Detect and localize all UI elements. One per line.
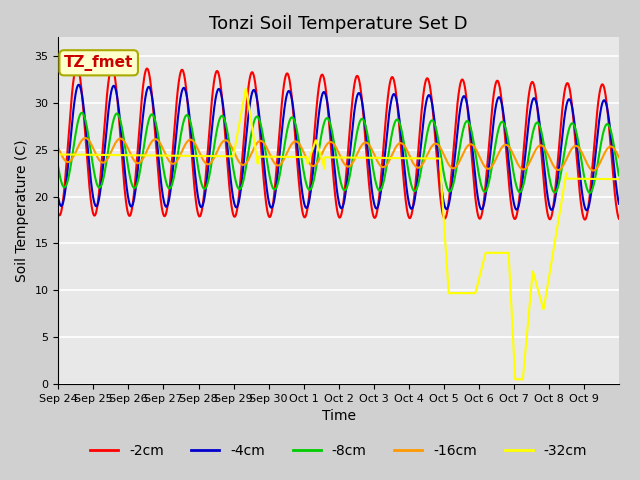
-8cm xyxy=(314,156,321,161)
-2cm xyxy=(324,110,332,116)
-16cm xyxy=(589,168,597,173)
-4cm xyxy=(615,201,623,206)
Title: Tonzi Soil Temperature Set D: Tonzi Soil Temperature Set D xyxy=(209,15,468,33)
-2cm xyxy=(609,163,616,169)
Line: -32cm: -32cm xyxy=(58,89,619,379)
-4cm xyxy=(554,182,561,188)
-32cm xyxy=(554,223,561,228)
X-axis label: Time: Time xyxy=(322,409,356,423)
-32cm xyxy=(609,176,616,182)
Line: -4cm: -4cm xyxy=(58,85,619,210)
-2cm xyxy=(554,166,561,171)
-4cm xyxy=(609,146,616,152)
-8cm xyxy=(78,110,86,116)
-4cm xyxy=(75,82,83,88)
-8cm xyxy=(143,128,150,134)
-32cm xyxy=(242,86,250,92)
-16cm xyxy=(615,155,623,160)
-2cm xyxy=(314,94,321,100)
Line: -16cm: -16cm xyxy=(58,138,619,170)
-4cm xyxy=(471,172,479,178)
Legend: -2cm, -4cm, -8cm, -16cm, -32cm: -2cm, -4cm, -8cm, -16cm, -32cm xyxy=(84,439,593,464)
-32cm xyxy=(314,143,321,148)
-8cm xyxy=(586,190,593,196)
-2cm xyxy=(615,216,623,222)
-8cm xyxy=(615,172,623,178)
-4cm xyxy=(583,207,591,213)
-32cm xyxy=(142,153,150,158)
-16cm xyxy=(314,159,321,165)
-16cm xyxy=(609,144,616,150)
-16cm xyxy=(471,145,479,151)
-32cm xyxy=(324,155,332,160)
-4cm xyxy=(143,89,150,95)
Text: TZ_fmet: TZ_fmet xyxy=(64,55,133,71)
-32cm xyxy=(615,176,623,182)
-16cm xyxy=(81,135,89,141)
-8cm xyxy=(609,134,616,140)
-16cm xyxy=(554,167,561,173)
-16cm xyxy=(143,149,150,155)
Y-axis label: Soil Temperature (C): Soil Temperature (C) xyxy=(15,139,29,282)
-32cm xyxy=(54,152,62,157)
-8cm xyxy=(54,165,62,171)
-2cm xyxy=(54,211,62,217)
-16cm xyxy=(324,140,332,146)
-8cm xyxy=(324,116,332,122)
-2cm xyxy=(143,66,150,72)
-32cm xyxy=(511,376,519,382)
Line: -2cm: -2cm xyxy=(58,66,619,219)
-8cm xyxy=(471,148,479,154)
-4cm xyxy=(54,195,62,201)
Line: -8cm: -8cm xyxy=(58,113,619,193)
-2cm xyxy=(471,192,479,197)
-32cm xyxy=(471,290,479,296)
-2cm xyxy=(73,63,81,69)
-2cm xyxy=(581,216,589,222)
-8cm xyxy=(554,187,561,192)
-4cm xyxy=(314,122,321,128)
-4cm xyxy=(324,106,332,111)
-16cm xyxy=(54,145,62,151)
